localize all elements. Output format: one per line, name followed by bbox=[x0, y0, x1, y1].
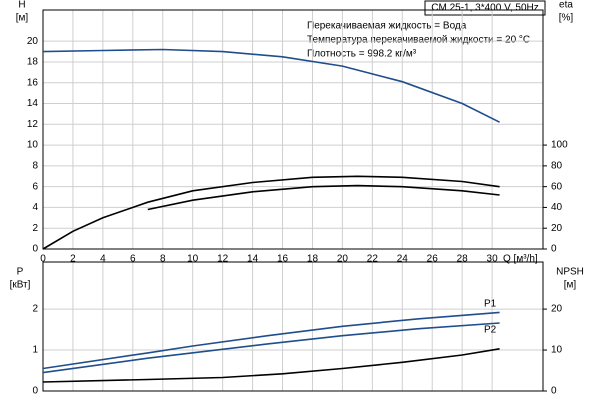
y-tick-label: 20 bbox=[27, 36, 39, 47]
y-tick-label: 2 bbox=[32, 304, 38, 315]
y-tick-label: 8 bbox=[32, 161, 38, 172]
y2-tick-label: 80 bbox=[551, 161, 563, 172]
y2-tick-label: 20 bbox=[551, 304, 563, 315]
curve bbox=[42, 175, 500, 250]
x-tick-label: 14 bbox=[247, 254, 259, 265]
y-tick-label: 2 bbox=[32, 223, 38, 234]
x-tick-label: 22 bbox=[367, 254, 379, 265]
y-tick-label: 12 bbox=[27, 119, 39, 130]
y-tick-label: 6 bbox=[32, 181, 38, 192]
y-tick-label: 14 bbox=[27, 98, 39, 109]
y2-tick-label: 40 bbox=[551, 202, 563, 213]
curve bbox=[147, 184, 500, 211]
y-label: H bbox=[18, 0, 25, 11]
y2-label: [%] bbox=[559, 13, 574, 24]
y2-tick-label: 60 bbox=[551, 181, 563, 192]
annotation: Плотность = 998.2 кг/м³ bbox=[307, 49, 417, 60]
x-tick-label: 8 bbox=[160, 254, 166, 265]
x-tick-label: 20 bbox=[337, 254, 349, 265]
x-tick-label: 4 bbox=[100, 254, 106, 265]
curve bbox=[42, 348, 500, 383]
annotation: Температура перекачиваемой жидкости = 20… bbox=[307, 35, 530, 46]
title-box bbox=[424, 0, 546, 16]
y-tick-label: 4 bbox=[32, 202, 38, 213]
y2-label: [м] bbox=[564, 280, 577, 291]
x-tick-label: 30 bbox=[487, 254, 499, 265]
x-tick-label: 16 bbox=[277, 254, 289, 265]
x-tick-label: 28 bbox=[457, 254, 469, 265]
x-label: Q [м³/h] bbox=[503, 254, 538, 265]
y-label: [кВт] bbox=[10, 280, 31, 291]
x-tick-label: 10 bbox=[187, 254, 199, 265]
y2-label: NPSH bbox=[556, 267, 584, 278]
plot-frame bbox=[42, 261, 544, 392]
chart-title: CM 25-1, 3*400 V, 50Hz bbox=[431, 3, 538, 14]
plot-frame bbox=[42, 9, 544, 250]
x-tick-label: 26 bbox=[427, 254, 439, 265]
y-tick-label: 18 bbox=[27, 57, 39, 68]
y2-tick-label: 0 bbox=[551, 244, 557, 255]
x-tick-label: 0 bbox=[40, 254, 46, 265]
curve bbox=[42, 322, 500, 374]
y2-label: eta bbox=[559, 0, 573, 11]
x-tick-label: 12 bbox=[217, 254, 229, 265]
annotation: Перекачиваемая жидкость = Вода bbox=[307, 21, 467, 32]
y2-tick-label: 10 bbox=[551, 345, 563, 356]
x-tick-label: 18 bbox=[307, 254, 319, 265]
curve bbox=[42, 311, 500, 370]
y-tick-label: 10 bbox=[27, 140, 39, 151]
y2-tick-label: 20 bbox=[551, 223, 563, 234]
y-tick-label: 0 bbox=[32, 244, 38, 255]
series-label: P2 bbox=[484, 325, 497, 336]
y2-tick-label: 0 bbox=[551, 386, 557, 397]
x-tick-label: 24 bbox=[397, 254, 409, 265]
y-label: P bbox=[17, 267, 24, 278]
x-tick-label: 6 bbox=[130, 254, 136, 265]
y2-tick-label: 100 bbox=[551, 140, 568, 151]
curve bbox=[42, 48, 500, 123]
y-tick-label: 1 bbox=[32, 345, 38, 356]
y-tick-label: 0 bbox=[32, 386, 38, 397]
x-tick-label: 2 bbox=[70, 254, 76, 265]
y-tick-label: 16 bbox=[27, 77, 39, 88]
y-label: [м] bbox=[16, 13, 29, 24]
series-label: P1 bbox=[484, 299, 497, 310]
